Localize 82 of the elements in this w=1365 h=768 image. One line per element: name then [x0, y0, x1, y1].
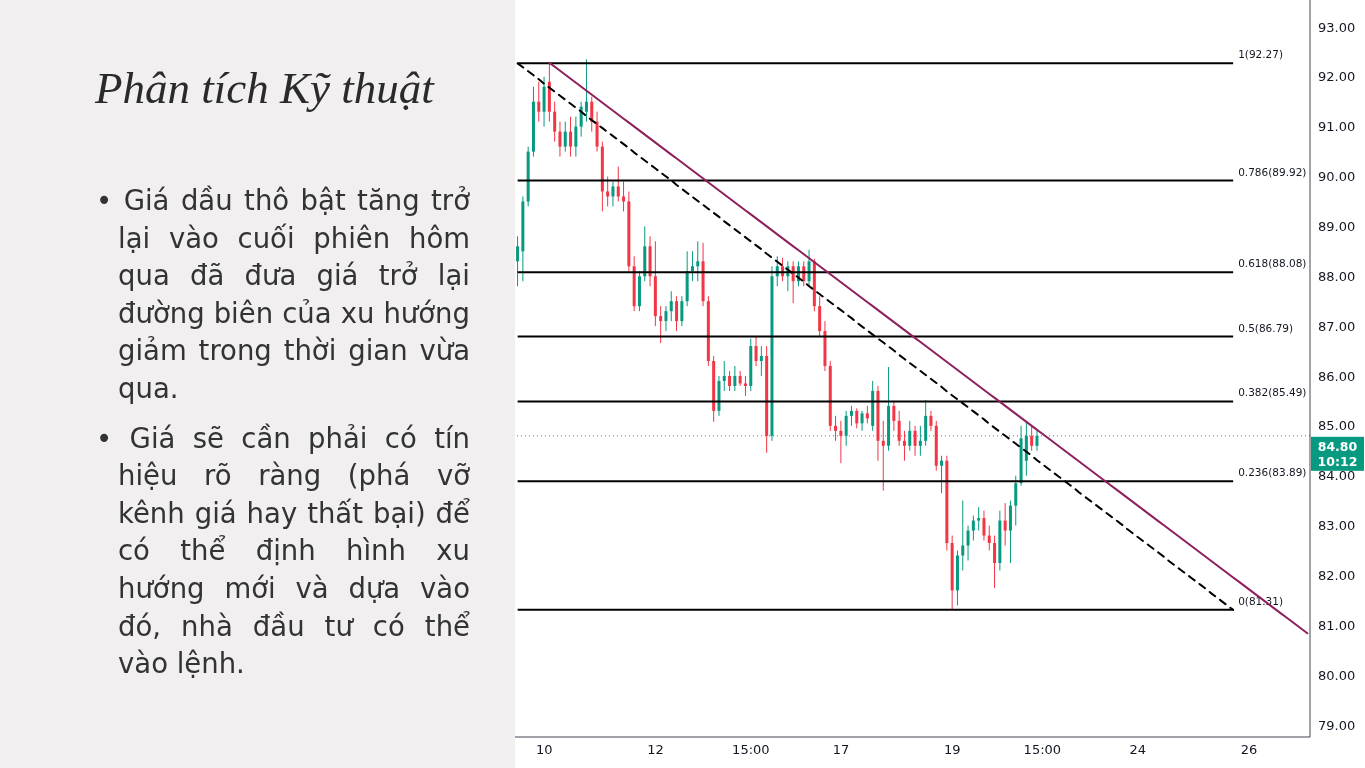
y-tick-label: 83.00 — [1318, 518, 1356, 534]
candlestick — [902, 430, 906, 462]
y-tick-label: 81.00 — [1318, 617, 1356, 633]
y-tick-label: 88.00 — [1318, 268, 1356, 284]
candlestick — [929, 410, 933, 432]
x-tick-label: 10 — [535, 742, 553, 758]
candlestick — [940, 455, 944, 494]
candlestick — [669, 290, 673, 322]
ref-line-label: 0.5(86.79) — [1238, 321, 1294, 334]
candlestick — [516, 235, 520, 287]
candlestick — [664, 305, 668, 332]
candlestick — [584, 58, 588, 123]
ref-line-label: 1(92.27) — [1238, 48, 1284, 61]
candlestick — [574, 116, 578, 158]
candlestick — [1014, 475, 1018, 527]
y-tick-label: 93.00 — [1318, 19, 1356, 35]
candlestick — [553, 101, 557, 143]
candlestick — [1030, 425, 1034, 452]
y-tick-label: 90.00 — [1318, 169, 1356, 185]
text: Phân tích Kỹ thuật — [95, 62, 434, 114]
ref-line-label: 0.618(88.08) — [1238, 257, 1307, 270]
x-tick-label: 24 — [1129, 742, 1147, 758]
candlestick — [982, 510, 986, 542]
x-tick-label: 15:00 — [1023, 742, 1062, 758]
x-tick-label: 19 — [943, 742, 961, 758]
candlestick — [728, 370, 732, 392]
candlestick — [855, 407, 859, 429]
text: • Giá dầu thô bật tăng trở lại vào cuối phiên hôm qua đã đưa giá trở lại đường biên của xu hướng giảm trong thời gian vừa qua. — [96, 183, 470, 406]
candlestick — [759, 345, 763, 377]
x-tick-label: 15:00 — [732, 742, 770, 758]
ref-line-label: 84.80 10:12 — [1317, 438, 1358, 469]
text: • Giá sẽ cần phải có tín hiệu rõ ràng (phá vỡ kênh giá hay thất bại) để có thể định hình xu hướng mới và dựa vào đó, nhà đầu tư có thể vào lệnh. — [96, 420, 470, 682]
y-tick-label: 91.00 — [1318, 119, 1356, 135]
y-tick-label: 85.00 — [1318, 418, 1356, 434]
candlestick — [966, 525, 970, 561]
x-tick-label: 26 — [1240, 742, 1258, 758]
candlestick — [616, 166, 620, 202]
candlestick — [675, 295, 679, 332]
candlestick — [611, 181, 615, 207]
candlestick — [733, 365, 737, 392]
y-tick-label: 82.00 — [1318, 568, 1356, 584]
candlestick — [659, 305, 663, 344]
candlestick — [690, 250, 694, 282]
candlestick — [680, 295, 684, 327]
line-series — [548, 61, 1309, 635]
candlestick — [881, 420, 885, 492]
candlestick — [696, 240, 700, 282]
candlestick — [987, 525, 991, 552]
candlestick — [722, 360, 726, 392]
candlestick — [1003, 502, 1007, 547]
candlestick — [606, 176, 610, 207]
ref-line-label: 0.382(85.49) — [1238, 386, 1307, 399]
candlestick — [961, 500, 965, 571]
candlestick — [993, 535, 997, 589]
candlestick — [563, 121, 567, 153]
y-tick-label: 84.00 — [1318, 468, 1356, 484]
candlestick — [913, 425, 917, 457]
y-tick-label: 80.00 — [1318, 667, 1356, 683]
candlestick — [537, 81, 541, 123]
y-tick-label: 92.00 — [1318, 69, 1356, 85]
candlestick — [743, 375, 747, 397]
x-tick-label: 12 — [647, 742, 664, 758]
candlestick — [558, 121, 562, 158]
candlestick — [754, 335, 758, 367]
candlestick — [860, 410, 864, 432]
candlestick — [622, 181, 626, 212]
candlestick — [807, 249, 811, 287]
candlestick — [971, 515, 975, 542]
candlestick — [834, 415, 838, 442]
candlestick — [892, 400, 896, 432]
y-tick-label: 89.00 — [1318, 219, 1356, 234]
y-tick-label: 86.00 — [1318, 368, 1356, 384]
candlestick — [897, 410, 901, 447]
y-tick-label: 79.00 — [1318, 717, 1356, 733]
ref-line-label: 0.786(89.92) — [1238, 165, 1307, 178]
candlestick — [839, 420, 843, 464]
ref-line-label: 0.236(83.89) — [1238, 466, 1307, 479]
candlestick — [569, 116, 573, 158]
candlestick — [977, 506, 981, 532]
x-tick-label: 17 — [832, 742, 850, 758]
y-tick-label: 87.00 — [1318, 318, 1356, 334]
candlestick — [849, 405, 853, 427]
